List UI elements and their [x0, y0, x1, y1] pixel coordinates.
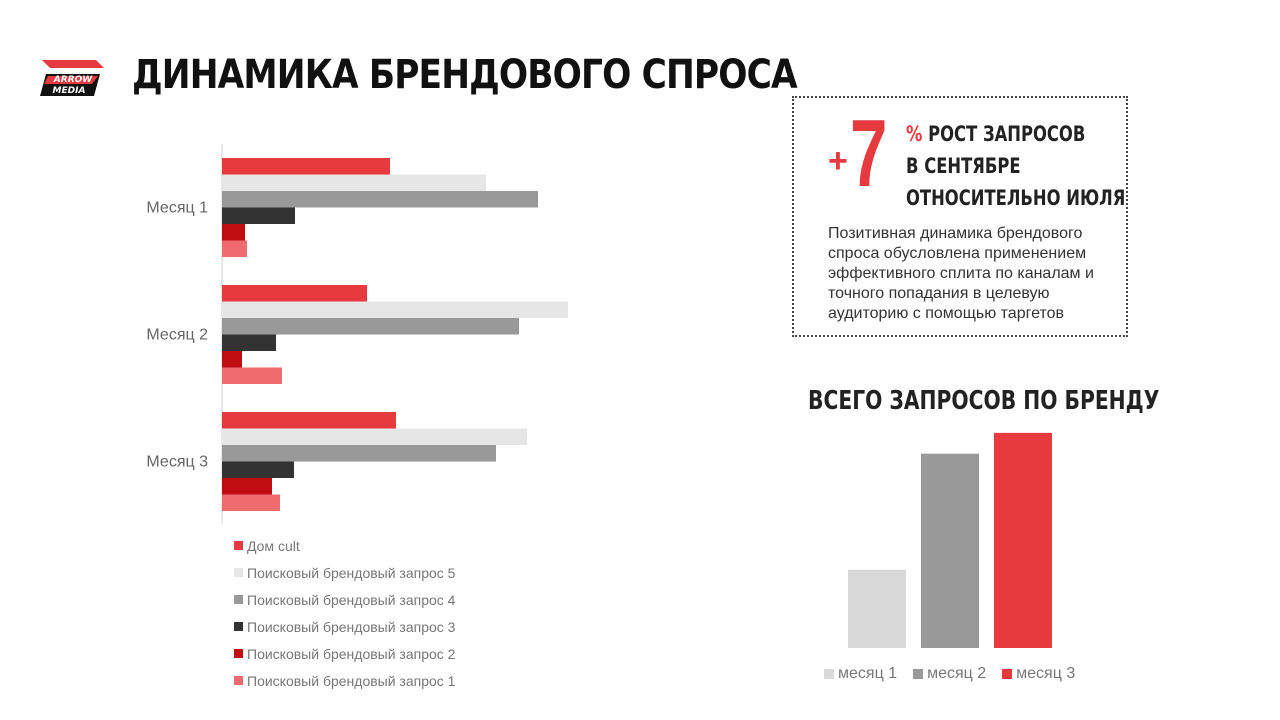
growth-number: 7 — [850, 100, 888, 207]
legend-item: Поисковый брендовый запрос 5 — [234, 559, 455, 586]
legend-swatch — [234, 676, 243, 685]
legend-swatch — [913, 669, 924, 679]
headline-line-3: ОТНОСИТЕЛЬНО ИЮЛЯ — [906, 186, 1126, 210]
category-label: Месяц 3 — [146, 454, 208, 471]
legend-label: Поисковый брендовый запрос 4 — [247, 591, 456, 608]
total-bar-1 — [848, 569, 906, 648]
bar-3-3 — [222, 445, 496, 462]
legend-swatch — [234, 649, 243, 658]
legend-label: Дом cult — [247, 537, 300, 554]
bar-3-6 — [222, 494, 280, 511]
bar-2-4 — [222, 334, 276, 351]
legend-swatch — [234, 541, 243, 550]
legend-swatch — [824, 669, 834, 679]
bar-2-5 — [222, 351, 242, 368]
bar-2-1 — [222, 285, 367, 302]
category-label: Месяц 2 — [146, 327, 208, 344]
total-requests-bar-chart — [848, 432, 1052, 648]
legend-label: Поисковый брендовый запрос 1 — [247, 672, 456, 689]
percent-sign: % — [906, 122, 923, 146]
bar-2-2 — [222, 301, 568, 318]
brand-demand-bar-chart: Месяц 1 Месяц 2 Месяц 3 — [146, 144, 568, 524]
legend-swatch — [234, 622, 243, 631]
legend-label: месяц 3 — [1016, 665, 1076, 682]
legend-item: месяц 3 — [1002, 665, 1075, 683]
bar-3-4 — [222, 461, 294, 478]
legend-item: Дом cult — [234, 532, 455, 559]
brand-demand-legend: Дом cult Поисковый брендовый запрос 5 Поис… — [234, 532, 455, 694]
total-bar-3 — [994, 432, 1052, 648]
bar-1-2 — [222, 174, 486, 191]
legend-item: Поисковый брендовый запрос 3 — [234, 613, 455, 640]
bar-1-4 — [222, 207, 295, 224]
bar-1-1 — [222, 158, 390, 175]
bar-3-1 — [222, 412, 396, 429]
legend-swatch — [234, 568, 243, 577]
bar-1-3 — [222, 191, 538, 208]
legend-item: Поисковый брендовый запрос 1 — [234, 667, 455, 694]
growth-description: Позитивная динамика брендового спроса об… — [828, 225, 1094, 322]
legend-item: месяц 1 — [824, 665, 897, 683]
bar-1-6 — [222, 240, 247, 257]
total-bar-2 — [921, 453, 979, 648]
growth-callout: + 7 % РОСТ ЗАПРОСОВ В СЕНТЯБРЕ ОТНОСИТЕЛ… — [792, 96, 1128, 337]
legend-swatch — [1002, 669, 1013, 679]
legend-label: Поисковый брендовый запрос 2 — [247, 645, 456, 662]
legend-item: Поисковый брендовый запрос 4 — [234, 586, 455, 613]
legend-label: Поисковый брендовый запрос 5 — [247, 564, 456, 581]
headline-line-2: В СЕНТЯБРЕ — [906, 154, 1021, 178]
total-requests-legend: месяц 1 месяц 2 месяц 3 — [824, 665, 1075, 683]
bar-3-2 — [222, 428, 527, 445]
legend-label: месяц 2 — [927, 665, 987, 682]
legend-item: месяц 2 — [913, 665, 986, 683]
plus-sign: + — [828, 142, 848, 180]
legend-label: месяц 1 — [838, 665, 898, 682]
legend-swatch — [234, 595, 243, 604]
page-title: ДИНАМИКА БРЕНДОВОГО СПРОСА — [132, 52, 798, 98]
legend-label: Поисковый брендовый запрос 3 — [247, 618, 456, 635]
headline-line-1: РОСТ ЗАПРОСОВ — [928, 122, 1086, 146]
svg-text:ARROW: ARROW — [53, 75, 93, 85]
bar-2-3 — [222, 318, 519, 335]
bar-3-5 — [222, 478, 272, 495]
growth-headline: % РОСТ ЗАПРОСОВ В СЕНТЯБРЕ ОТНОСИТЕЛЬНО … — [906, 118, 1126, 214]
svg-text:MEDIA: MEDIA — [53, 86, 86, 96]
legend-item: Поисковый брендовый запрос 2 — [234, 640, 455, 667]
category-label: Месяц 1 — [146, 200, 208, 217]
bar-2-6 — [222, 367, 282, 384]
bar-1-5 — [222, 224, 245, 241]
total-requests-title: ВСЕГО ЗАПРОСОВ ПО БРЕНДУ — [808, 386, 1160, 416]
arrow-media-logo: ARROW MEDIA — [40, 60, 104, 96]
